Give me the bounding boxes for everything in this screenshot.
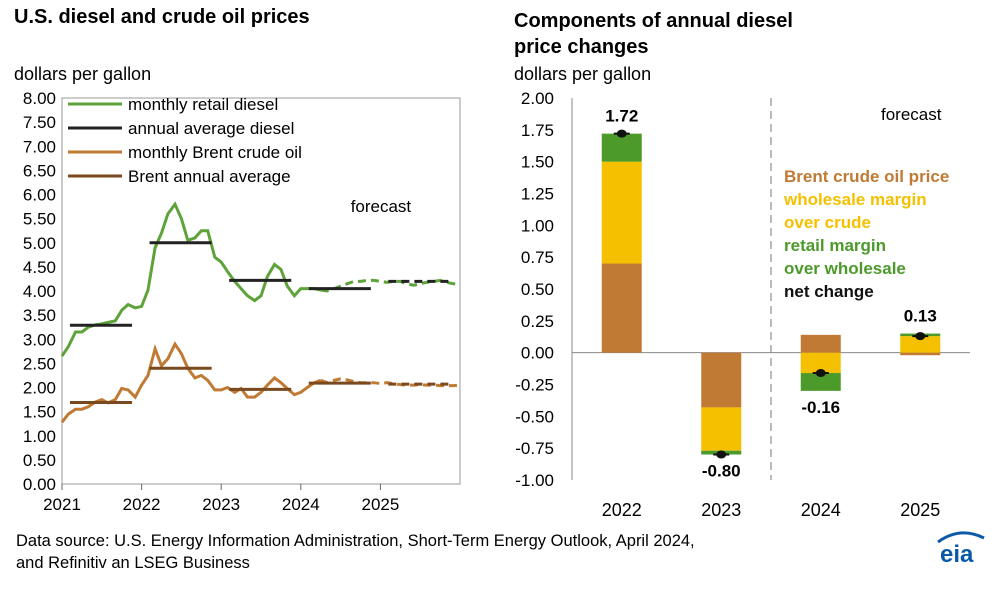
wholesale-segment xyxy=(800,352,841,374)
y-tick-label: 4.00 xyxy=(23,282,56,301)
x-tick-label: 2025 xyxy=(361,495,399,514)
x-tick-label: 2023 xyxy=(202,495,240,514)
y-tick-label: 5.00 xyxy=(23,234,56,253)
y-tick-label: 1.50 xyxy=(23,403,56,422)
brent-segment xyxy=(601,263,642,353)
x-tick-label: 2021 xyxy=(43,495,81,514)
net-change-marker xyxy=(815,369,826,378)
left-unit-label: dollars per gallon xyxy=(14,64,152,84)
x-category-label: 2024 xyxy=(801,500,841,520)
y-tick-label: 3.00 xyxy=(23,330,56,349)
y-tick-label: 2.50 xyxy=(23,354,56,373)
wholesale-segment xyxy=(601,161,642,264)
y-tick-label: 3.50 xyxy=(23,306,56,325)
brent-crude-line xyxy=(60,341,322,424)
legend-label: over crude xyxy=(784,213,871,232)
y-tick-label: 1.50 xyxy=(521,153,554,172)
legend-label: wholesale margin xyxy=(783,190,927,209)
right-chart-title-line1: Components of annual diesel xyxy=(514,10,793,32)
y-tick-label: 1.25 xyxy=(521,185,554,204)
net-change-marker xyxy=(716,450,727,459)
retail-diesel-line xyxy=(60,201,322,357)
legend-label: Brent annual average xyxy=(128,167,291,186)
eia-logo: eia xyxy=(930,528,990,568)
y-tick-label: 7.00 xyxy=(23,137,56,156)
x-tick-label: 2024 xyxy=(282,495,320,514)
data-source-note: Data source: U.S. Energy Information Adm… xyxy=(16,530,896,574)
y-tick-label: 6.00 xyxy=(23,186,56,205)
x-category-label: 2022 xyxy=(602,500,642,520)
y-tick-label: 1.00 xyxy=(521,216,554,235)
legend-label: Brent crude oil price xyxy=(784,167,949,186)
brent-segment xyxy=(900,352,941,356)
x-category-label: 2023 xyxy=(701,500,741,520)
eia-logo-icon: eia xyxy=(937,531,985,568)
y-tick-label: 2.00 xyxy=(521,89,554,108)
y-tick-label: 4.50 xyxy=(23,258,56,277)
y-tick-label: 0.25 xyxy=(521,312,554,331)
data-source-line2: and Refinitiv an LSEG Business xyxy=(16,554,250,572)
y-tick-label: 7.50 xyxy=(23,113,56,132)
plot-frame xyxy=(61,97,461,485)
legend-label: retail margin xyxy=(784,236,886,255)
legend-label: monthly Brent crude oil xyxy=(128,143,302,162)
y-tick-label: 0.00 xyxy=(23,475,56,494)
y-tick-label: 2.00 xyxy=(23,379,56,398)
y-tick-label: 0.75 xyxy=(521,248,554,267)
y-tick-label: -0.75 xyxy=(515,439,554,458)
net-change-label: -0.16 xyxy=(801,398,840,417)
left-line-chart: 0.00 0.50 1.00 1.50 2.00 2.50 3.00 3.50 4.00 4.50… xyxy=(23,89,461,514)
net-change-label: -0.80 xyxy=(702,462,741,481)
right-bar-chart: 2.00 1.75 1.50 1.25 1.00 0.75 0.50 0.25 0.00 -0.2… xyxy=(515,89,970,520)
net-change-marker xyxy=(915,332,926,341)
wholesale-segment xyxy=(701,407,742,451)
y-tick-label: 8.00 xyxy=(23,89,56,108)
legend-label: annual average diesel xyxy=(128,119,294,138)
brent-segment xyxy=(701,352,742,408)
legend-label: over wholesale xyxy=(784,259,906,278)
net-change-marker xyxy=(616,129,627,138)
y-tick-label: 0.50 xyxy=(521,280,554,299)
net-change-label: 0.13 xyxy=(904,307,937,326)
brent-segment xyxy=(800,334,841,353)
net-change-label: 1.72 xyxy=(605,107,638,126)
y-tick-label: 0.00 xyxy=(521,344,554,363)
y-tick-label: 5.50 xyxy=(23,210,56,229)
retail-segment xyxy=(601,133,642,162)
x-category-label: 2025 xyxy=(900,500,940,520)
x-tick-label: 2022 xyxy=(123,495,161,514)
right-chart-title-line2: price changes xyxy=(514,36,649,58)
wholesale-segment xyxy=(900,336,941,353)
left-chart-title: U.S. diesel and crude oil prices xyxy=(14,6,310,28)
legend-label: monthly retail diesel xyxy=(128,95,278,114)
y-tick-label: -0.50 xyxy=(515,407,554,426)
y-tick-label: -1.00 xyxy=(515,471,554,490)
eia-logo-text: eia xyxy=(940,541,974,568)
y-tick-label: -0.25 xyxy=(515,376,554,395)
y-tick-label: 1.00 xyxy=(23,427,56,446)
legend-label: net change xyxy=(784,282,874,301)
right-unit-label: dollars per gallon xyxy=(514,64,652,84)
forecast-label: forecast xyxy=(351,197,412,216)
forecast-label: forecast xyxy=(881,105,942,124)
data-source-line1: Data source: U.S. Energy Information Adm… xyxy=(16,532,695,550)
y-tick-label: 1.75 xyxy=(521,121,554,140)
retail-segment xyxy=(800,373,841,391)
y-tick-label: 0.50 xyxy=(23,451,56,470)
y-tick-label: 6.50 xyxy=(23,161,56,180)
